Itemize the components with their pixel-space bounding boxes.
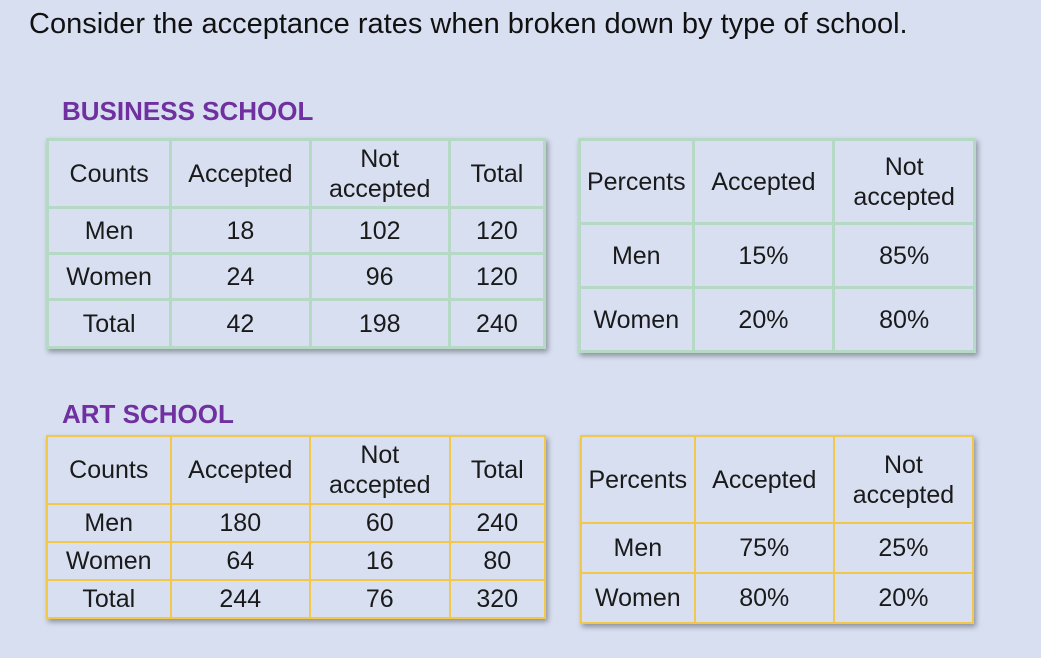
table-row: Women 20% 80%: [578, 286, 976, 353]
art-school-title: ART SCHOOL: [62, 399, 234, 429]
table-cell: 20%: [691, 286, 836, 353]
business-school-title: BUSINESS SCHOOL: [62, 96, 314, 126]
table-cell: 76: [309, 579, 451, 619]
table-cell: 102: [308, 206, 451, 255]
business-percents-table: Percents Accepted Not accepted Men 15% 8…: [578, 138, 976, 353]
table-cell: 24: [169, 252, 312, 301]
header-cell: Accepted: [169, 435, 312, 505]
row-label: Total: [46, 579, 172, 619]
table-cell: 96: [308, 252, 451, 301]
row-label: Women: [580, 572, 696, 624]
table-cell: 25%: [832, 522, 975, 574]
header-cell: Percents: [580, 435, 696, 524]
table-cell: 15%: [691, 222, 836, 289]
header-cell: Counts: [46, 435, 172, 505]
table-cell: 240: [448, 503, 547, 543]
header-cell: Not accepted: [308, 138, 451, 209]
table-row: Women 80% 20%: [580, 572, 975, 624]
table-row: Men 75% 25%: [580, 522, 975, 574]
table-row: Total 244 76 320: [46, 579, 547, 619]
table-cell: 16: [309, 541, 451, 581]
table-cell: 20%: [832, 572, 975, 624]
art-counts-table: Counts Accepted Not accepted Total Men 1…: [46, 435, 547, 619]
row-label: Men: [578, 222, 695, 289]
business-counts-table: Counts Accepted Not accepted Total Men 1…: [45, 138, 547, 349]
art-percents-table: Percents Accepted Not accepted Men 75% 2…: [580, 435, 975, 624]
row-label: Women: [46, 541, 172, 581]
table-row: Total 42 198 240: [45, 298, 547, 349]
table-cell: 75%: [693, 522, 835, 574]
table-cell: 244: [169, 579, 312, 619]
table-cell: 80%: [832, 286, 976, 353]
row-label: Women: [578, 286, 695, 353]
header-cell: Total: [447, 138, 547, 209]
header-cell: Accepted: [693, 435, 835, 524]
row-label: Men: [46, 503, 172, 543]
row-label: Women: [45, 252, 173, 301]
table-cell: 198: [308, 298, 451, 349]
header-cell: Accepted: [691, 138, 836, 225]
table-row: Men 18 102 120: [45, 206, 547, 255]
header-cell: Accepted: [169, 138, 312, 209]
header-cell: Not accepted: [309, 435, 451, 505]
table-cell: 80%: [693, 572, 835, 624]
table-row: Men 15% 85%: [578, 222, 976, 289]
table-cell: 18: [169, 206, 312, 255]
table-header-row: Percents Accepted Not accepted: [580, 435, 975, 524]
header-cell: Total: [448, 435, 547, 505]
header-cell: Percents: [578, 138, 695, 225]
row-label: Men: [580, 522, 696, 574]
table-cell: 240: [447, 298, 547, 349]
table-row: Women 24 96 120: [45, 252, 547, 301]
table-cell: 64: [169, 541, 312, 581]
table-cell: 120: [447, 252, 547, 301]
header-cell: Not accepted: [832, 435, 975, 524]
table-cell: 60: [309, 503, 451, 543]
table-cell: 80: [448, 541, 547, 581]
slide-heading: Consider the acceptance rates when broke…: [29, 8, 908, 40]
table-header-row: Percents Accepted Not accepted: [578, 138, 976, 225]
table-header-row: Counts Accepted Not accepted Total: [45, 138, 547, 209]
header-cell: Counts: [45, 138, 173, 209]
row-label: Total: [45, 298, 173, 349]
table-cell: 320: [448, 579, 547, 619]
table-cell: 42: [169, 298, 312, 349]
table-cell: 180: [169, 503, 312, 543]
table-cell: 120: [447, 206, 547, 255]
table-header-row: Counts Accepted Not accepted Total: [46, 435, 547, 505]
table-row: Men 180 60 240: [46, 503, 547, 543]
table-row: Women 64 16 80: [46, 541, 547, 581]
row-label: Men: [45, 206, 173, 255]
header-cell: Not accepted: [832, 138, 976, 225]
table-cell: 85%: [832, 222, 976, 289]
